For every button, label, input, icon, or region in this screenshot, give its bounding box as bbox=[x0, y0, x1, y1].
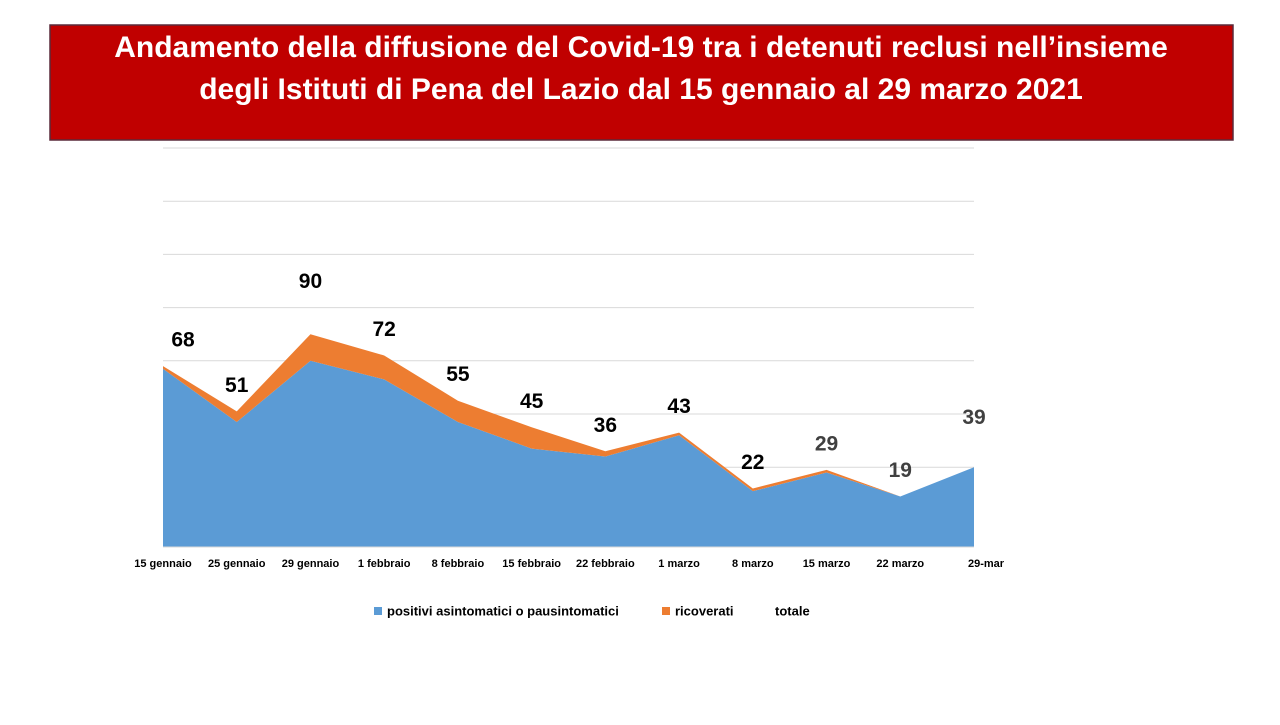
data-label: 39 bbox=[962, 406, 985, 429]
x-tick-label: 15 marzo bbox=[803, 558, 851, 570]
x-tick-label: 22 febbraio bbox=[576, 558, 635, 570]
x-tick-label: 15 gennaio bbox=[134, 558, 192, 570]
x-tick-label: 22 marzo bbox=[876, 558, 924, 570]
legend-label: positivi asintomatici o pausintomatici bbox=[387, 603, 619, 618]
chart-title: degli Istituti di Pena del Lazio dal 15 … bbox=[199, 73, 1083, 106]
chart-title: Andamento della diffusione del Covid-19 … bbox=[114, 31, 1168, 64]
data-label: 90 bbox=[299, 270, 322, 293]
data-label: 45 bbox=[520, 390, 544, 413]
legend-swatch bbox=[374, 607, 382, 615]
x-tick-label: 29-mar bbox=[968, 558, 1005, 570]
data-label: 51 bbox=[225, 374, 249, 397]
legend-label: ricoverati bbox=[675, 603, 734, 618]
data-label: 22 bbox=[741, 451, 764, 474]
x-tick-label: 1 marzo bbox=[658, 558, 700, 570]
x-tick-label: 29 gennaio bbox=[282, 558, 340, 570]
x-tick-label: 15 febbraio bbox=[502, 558, 561, 570]
data-label: 36 bbox=[594, 414, 617, 437]
x-tick-label: 1 febbraio bbox=[358, 558, 411, 570]
x-tick-label: 25 gennaio bbox=[208, 558, 266, 570]
data-label: 55 bbox=[446, 363, 470, 386]
title-box bbox=[49, 24, 1234, 141]
legend-label: totale bbox=[775, 603, 810, 618]
legend-swatch bbox=[662, 607, 670, 615]
data-label: 43 bbox=[667, 395, 690, 418]
data-label: 68 bbox=[171, 329, 195, 352]
x-tick-label: 8 febbraio bbox=[432, 558, 485, 570]
area bbox=[163, 360, 974, 547]
data-label: 19 bbox=[889, 459, 912, 482]
x-tick-label: 8 marzo bbox=[732, 558, 774, 570]
data-label: 72 bbox=[373, 318, 396, 341]
data-label: 29 bbox=[815, 432, 838, 455]
